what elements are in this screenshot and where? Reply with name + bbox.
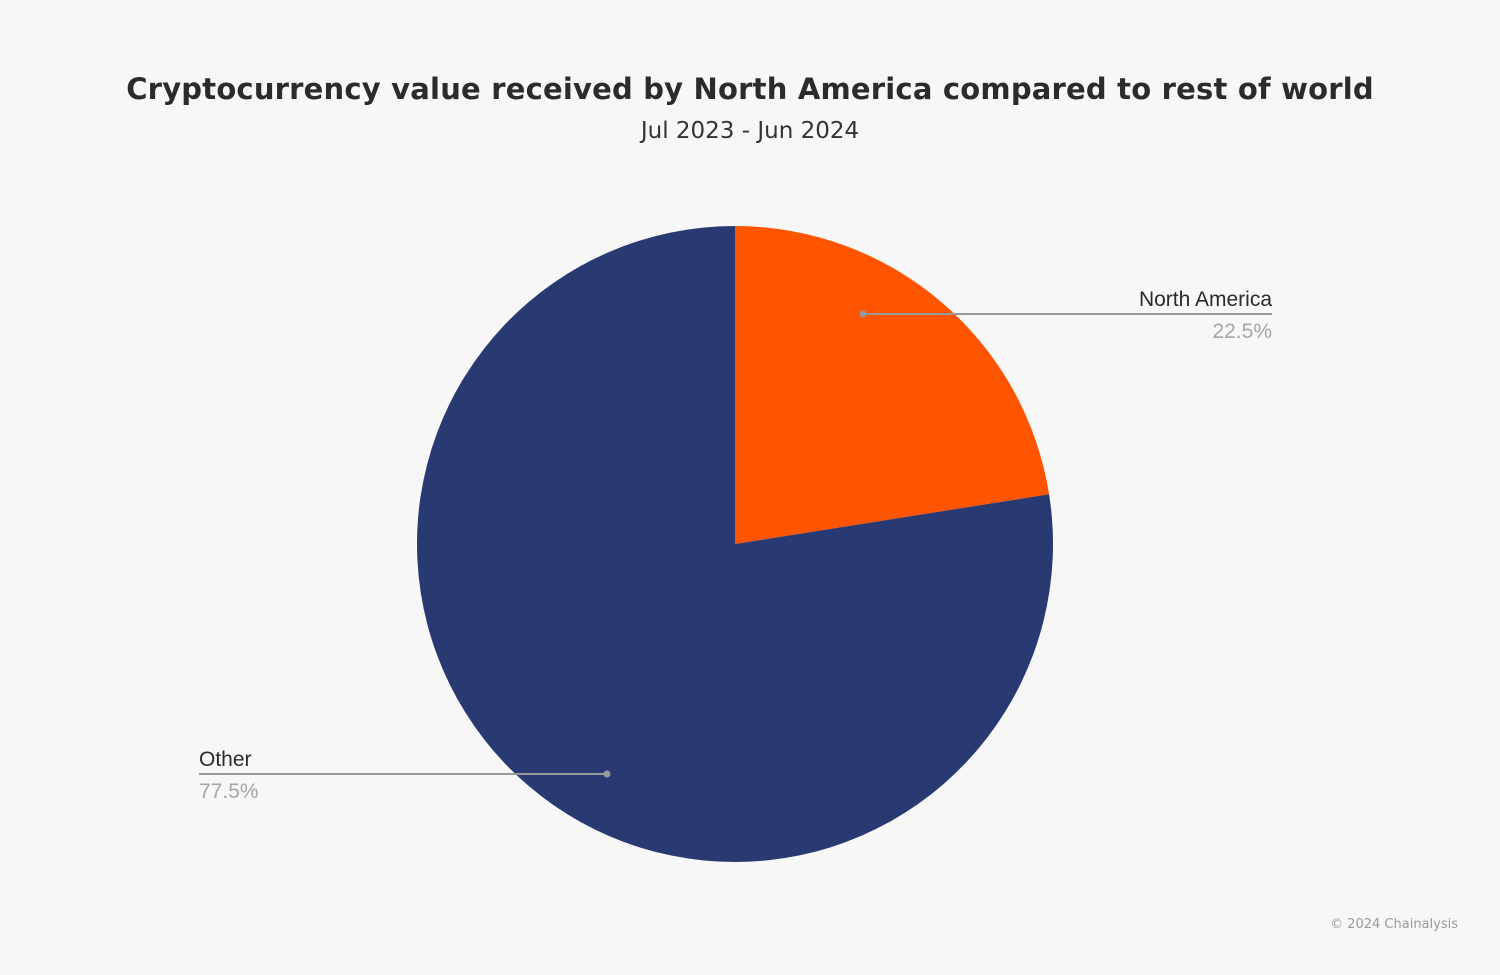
slice-label: Other (199, 748, 252, 771)
pie-slices (416, 226, 1054, 863)
pie-slice-north-america (735, 226, 1050, 544)
slice-label: North America (1139, 288, 1272, 311)
chart-title: Cryptocurrency value received by North A… (126, 72, 1374, 106)
slice-callouts: North America 22.5% Other 77.5% (199, 288, 1272, 803)
chart-subtitle: Jul 2023 - Jun 2024 (640, 118, 860, 144)
callout-dot (859, 310, 867, 318)
slice-value-label: 22.5% (1212, 320, 1272, 343)
copyright-credit: © 2024 Chainalysis (1330, 917, 1458, 932)
slice-value-label: 77.5% (199, 780, 259, 803)
callout-dot (603, 770, 611, 778)
pie-slice-other (416, 226, 1054, 863)
